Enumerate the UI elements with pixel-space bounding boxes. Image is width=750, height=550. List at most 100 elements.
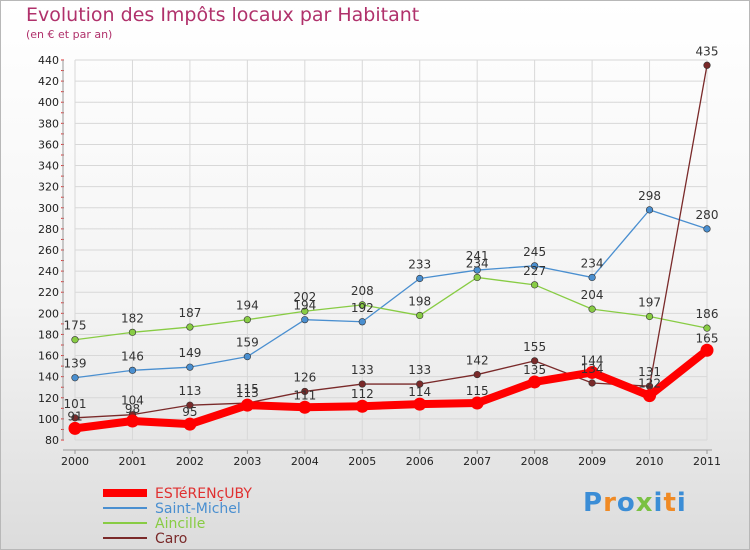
x-tick-label: 2000 [61, 455, 89, 468]
y-tick-label: 340 [38, 160, 59, 173]
data-label: 233 [408, 258, 431, 272]
y-tick-label: 440 [38, 54, 59, 67]
data-label: 126 [293, 370, 316, 384]
y-tick-label: 180 [38, 328, 59, 341]
data-label: 113 [236, 386, 259, 400]
data-label: 202 [293, 290, 316, 304]
data-label: 175 [64, 319, 87, 333]
series-point [588, 379, 596, 387]
x-tick-label: 2011 [693, 455, 721, 468]
y-tick-label: 100 [38, 413, 59, 426]
series-point [243, 316, 251, 324]
legend-label: Aincille [155, 516, 205, 532]
data-label: 197 [638, 296, 661, 310]
chart-title: Evolution des Impôts locaux par Habitant [26, 4, 420, 26]
logo-letter: P [583, 488, 604, 518]
data-label: 194 [293, 299, 316, 313]
series-point [301, 307, 309, 315]
data-label: 298 [638, 189, 661, 203]
series-point [358, 301, 366, 309]
y-tick-label: 320 [38, 181, 59, 194]
data-label: 135 [523, 363, 546, 377]
legend-label: Saint-Michel [155, 501, 241, 517]
series-point [186, 401, 194, 409]
series-point [531, 357, 539, 365]
x-tick-label: 2003 [233, 455, 261, 468]
data-label: 186 [696, 307, 719, 321]
series-line-2 [74, 276, 708, 341]
y-tick-label: 80 [45, 434, 59, 447]
x-tick-label: 2008 [521, 455, 549, 468]
series-point [416, 274, 424, 283]
series-point [413, 397, 427, 411]
series-point [358, 380, 366, 388]
data-label: 98 [125, 402, 140, 416]
series-point [298, 400, 312, 414]
series-point [240, 398, 254, 412]
data-label: 122 [638, 377, 661, 391]
series-point [68, 421, 82, 435]
logo-letter: t [663, 488, 677, 518]
x-tick-label: 2009 [578, 455, 606, 468]
data-label: 234 [581, 256, 604, 270]
data-label: 194 [236, 299, 259, 313]
y-tick-label: 240 [38, 265, 59, 278]
data-label: 204 [581, 288, 604, 302]
series-point [355, 399, 369, 413]
series-point [71, 374, 79, 382]
series-point [128, 328, 137, 336]
series-point [128, 366, 137, 374]
series-lines [68, 61, 714, 435]
logo-letter: x [635, 488, 654, 518]
chart-subtitle: (en € et par an) [26, 28, 113, 41]
logo-letter: r [603, 488, 617, 518]
data-label: 139 [64, 357, 87, 371]
data-label: 131 [638, 365, 661, 379]
series-point [71, 336, 79, 344]
data-label: 245 [523, 245, 546, 259]
x-tick-label: 2007 [463, 455, 491, 468]
data-label: 133 [408, 363, 431, 377]
data-label: 95 [182, 405, 197, 419]
data-label: 113 [178, 384, 201, 398]
series-point [125, 414, 139, 428]
x-tick-label: 2005 [348, 455, 376, 468]
series-point [416, 380, 424, 388]
series-point [71, 414, 79, 422]
series-point [186, 323, 194, 331]
x-tick-label: 2006 [406, 455, 434, 468]
data-label: 91 [67, 409, 82, 423]
legend-label: Caro [155, 531, 187, 547]
series-line-0 [71, 346, 711, 433]
data-label: 435 [696, 44, 719, 58]
series-line-1 [74, 209, 708, 379]
series-point [703, 225, 711, 233]
proxiti-logo: Proxiti [583, 488, 687, 518]
data-label: 114 [408, 385, 431, 399]
data-label: 142 [466, 354, 489, 368]
series-point [588, 305, 596, 313]
series-point [531, 281, 539, 289]
series-point [473, 266, 481, 274]
data-label: 115 [236, 382, 259, 396]
data-label: 159 [236, 336, 259, 350]
data-labels: 91 98 95 113 111 112 114 115 135 144 122 165 139 146 1… [64, 44, 719, 423]
x-tick-label: 2001 [118, 455, 146, 468]
data-label: 192 [351, 301, 374, 315]
data-label: 227 [523, 264, 546, 278]
legend-label: ESTéRENçUBY [155, 486, 252, 502]
logo-letter: i [676, 488, 687, 518]
y-tick-label: 280 [38, 223, 59, 236]
x-tick-label: 2010 [636, 455, 664, 468]
series-point [585, 365, 599, 379]
series-point [470, 396, 484, 410]
series-point [531, 262, 539, 270]
data-label: 149 [178, 346, 201, 360]
y-tick-label: 260 [38, 244, 59, 257]
series-point [243, 353, 251, 361]
series-point [643, 389, 657, 403]
data-label: 146 [121, 349, 144, 363]
series-point [473, 273, 481, 282]
y-tick-label: 300 [38, 202, 59, 215]
